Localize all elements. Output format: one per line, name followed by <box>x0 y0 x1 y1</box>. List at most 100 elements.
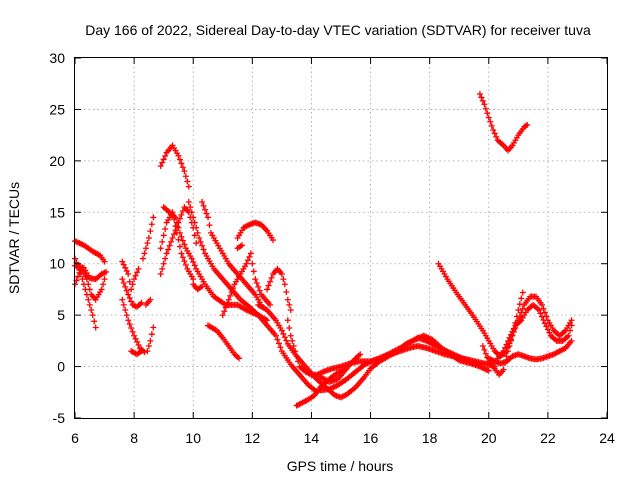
data-point <box>176 156 183 163</box>
x-tick-label: 16 <box>363 430 379 446</box>
data-point <box>293 353 300 360</box>
data-point <box>131 332 138 339</box>
data-point <box>179 164 186 171</box>
data-point <box>238 242 245 249</box>
data-point <box>120 280 127 286</box>
data-point <box>280 276 287 283</box>
data-point <box>185 199 192 205</box>
data-point <box>176 243 183 250</box>
data-point <box>175 152 182 159</box>
data-point <box>181 168 188 175</box>
data-point <box>203 210 210 217</box>
data-point <box>100 281 107 288</box>
data-point <box>157 163 164 169</box>
data-point <box>519 305 526 312</box>
data-point <box>236 355 243 362</box>
data-point <box>190 259 197 265</box>
data-point <box>159 238 166 245</box>
data-point <box>268 274 275 281</box>
data-point <box>147 337 154 344</box>
data-point <box>255 283 262 290</box>
data-point <box>129 328 136 335</box>
data-point <box>544 326 551 333</box>
data-point <box>506 334 513 341</box>
series-track-af <box>485 337 575 367</box>
data-point <box>193 240 200 247</box>
y-axis-label: SDTVAR / TECUs <box>6 182 22 294</box>
data-point <box>129 281 136 288</box>
data-point <box>541 309 548 316</box>
data-point <box>160 232 167 239</box>
data-point <box>202 206 209 213</box>
data-point <box>147 296 154 303</box>
data-point <box>510 325 517 332</box>
data-point <box>546 329 553 336</box>
data-point <box>119 258 126 265</box>
data-point <box>270 237 277 244</box>
data-point <box>88 307 95 313</box>
data-point <box>165 246 172 253</box>
data-point <box>128 286 135 293</box>
data-point <box>144 240 151 247</box>
data-point <box>162 226 169 232</box>
series-track-l <box>157 142 192 190</box>
data-point <box>278 271 285 277</box>
data-point <box>134 269 141 276</box>
y-tick-label: 20 <box>49 153 65 169</box>
data-point <box>221 308 228 315</box>
data-point <box>518 295 525 302</box>
data-point <box>272 332 279 339</box>
data-point <box>89 312 96 319</box>
plot-frame <box>74 57 608 419</box>
data-point <box>178 250 185 257</box>
data-point <box>193 224 200 231</box>
data-point <box>482 105 489 112</box>
data-point <box>83 276 90 283</box>
data-point <box>256 287 263 294</box>
data-point <box>481 346 488 353</box>
data-point <box>283 337 290 344</box>
data-point <box>175 224 182 231</box>
data-point <box>284 317 291 324</box>
series-track-v <box>234 242 245 252</box>
data-point <box>568 317 575 324</box>
data-point <box>284 296 291 303</box>
x-tick-label: 14 <box>304 430 320 446</box>
data-point <box>123 287 130 294</box>
series-track-ae <box>494 301 575 362</box>
data-point <box>568 337 575 344</box>
data-point <box>537 310 544 317</box>
data-point <box>541 320 548 327</box>
data-point <box>144 348 151 355</box>
series-track-j <box>142 296 154 308</box>
data-point <box>179 237 186 244</box>
data-point <box>85 296 92 303</box>
data-point <box>162 152 169 159</box>
y-tick-label: 5 <box>57 307 65 323</box>
data-point <box>509 328 516 335</box>
data-point <box>281 281 288 288</box>
x-tick-labels: 6 8 10 12 14 16 18 20 22 24 <box>71 430 615 446</box>
data-point <box>86 301 93 308</box>
data-point <box>185 183 192 190</box>
data-point <box>488 122 495 129</box>
x-tick-label: 10 <box>185 430 201 446</box>
data-point <box>194 229 201 236</box>
data-point <box>295 358 302 365</box>
data-point <box>166 242 173 249</box>
data-point <box>122 307 129 313</box>
data-point <box>92 324 99 331</box>
data-point <box>224 300 231 307</box>
chart-title: Day 166 of 2022, Sidereal Day-to-day VTE… <box>85 22 591 38</box>
data-point <box>199 283 206 290</box>
data-point <box>267 278 274 285</box>
data-point <box>287 332 294 339</box>
series-track-d <box>72 265 108 303</box>
data-point <box>176 229 183 236</box>
data-point <box>142 245 149 252</box>
data-point <box>160 156 167 163</box>
data-point <box>265 282 272 289</box>
data-point <box>482 350 489 357</box>
series-track-k <box>144 324 157 355</box>
